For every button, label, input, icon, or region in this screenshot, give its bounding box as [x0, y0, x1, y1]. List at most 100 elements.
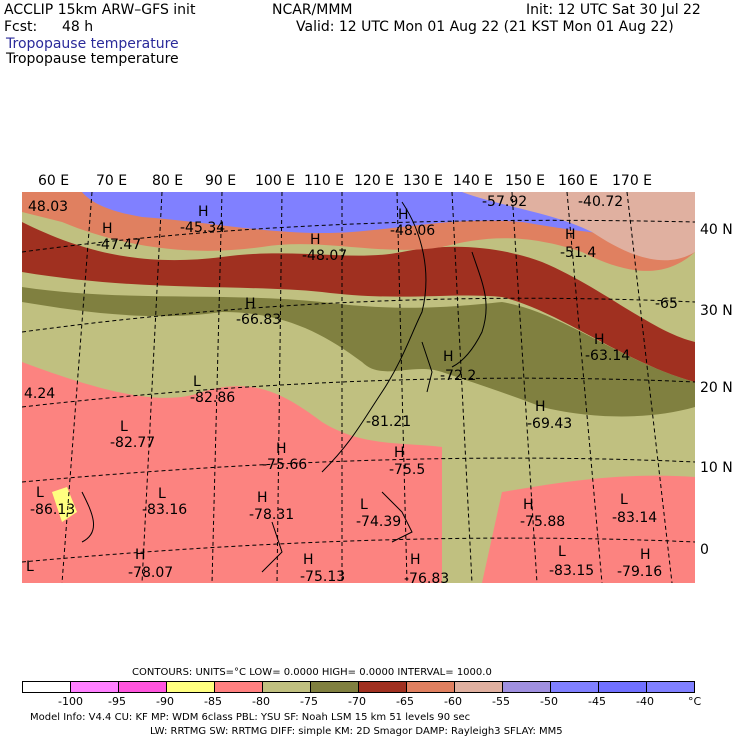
colorbar-tick: -75: [300, 695, 318, 708]
high-value: -48.06: [390, 223, 436, 239]
map-value-label: 48.03: [28, 199, 69, 215]
lon-label: 160 E: [558, 173, 599, 189]
high-value: -75.13: [300, 569, 346, 585]
colorbar-tick: -50: [540, 695, 558, 708]
colorbar-tick: -60: [444, 695, 462, 708]
high-value: -75.66: [262, 457, 308, 473]
light-salmon-band: [462, 192, 695, 261]
high-value: -40.72: [578, 194, 624, 210]
physics-info-line: LW: RRTMG SW: RRTMG DIFF: simple KM: 2D …: [150, 726, 563, 737]
lon-label: 130 E: [403, 173, 444, 189]
high-marker: H: [640, 547, 651, 563]
high-value: -48.07: [302, 248, 348, 264]
color-bar: [22, 681, 695, 693]
high-value: -45.34: [180, 220, 226, 236]
color-swatch: [455, 682, 503, 692]
dark-olive-band: [22, 287, 695, 417]
high-value: -78.07: [128, 565, 174, 581]
contour-field-name: Tropopause temperature: [6, 51, 179, 67]
lon-label: 150 E: [505, 173, 546, 189]
color-swatch: [599, 682, 647, 692]
lon-label: 80 E: [152, 173, 184, 189]
low-value: -82.86: [190, 390, 236, 406]
high-marker: H: [594, 332, 605, 348]
color-swatch: [167, 682, 215, 692]
colored-field-name: Tropopause temperature: [6, 36, 179, 52]
lat-label: 40 N: [700, 222, 733, 238]
model-title: ACCLIP 15km ARW–GFS init: [4, 2, 196, 18]
low-marker: L: [158, 486, 166, 502]
high-marker: H: [135, 547, 146, 563]
low-value: -83.15: [549, 563, 595, 579]
high-marker: H: [523, 497, 534, 513]
high-marker: H: [102, 221, 113, 237]
lon-label: 100 E: [255, 173, 296, 189]
colorbar-tick: -100: [58, 695, 83, 708]
tropopause-temperature-map: [22, 192, 695, 583]
low-marker: L: [193, 374, 201, 390]
high-value: -72.2: [440, 368, 477, 384]
lon-label: 90 E: [205, 173, 237, 189]
map-canvas: [22, 192, 695, 583]
colorbar-tick: -65: [396, 695, 414, 708]
color-swatch: [503, 682, 551, 692]
colorbar-unit: °C: [688, 695, 702, 708]
high-marker: H: [303, 552, 314, 568]
color-swatch: [23, 682, 71, 692]
color-swatch: [311, 682, 359, 692]
lat-label: 0: [700, 542, 709, 558]
low-marker: L: [620, 492, 628, 508]
high-value: -75.88: [520, 514, 566, 530]
color-swatch: [551, 682, 599, 692]
high-value: -69.43: [527, 416, 573, 432]
high-marker: H: [245, 296, 256, 312]
lat-label: 20 N: [700, 380, 733, 396]
lon-label: 140 E: [453, 173, 494, 189]
colorbar-tick: -95: [108, 695, 126, 708]
low-value: -83.16: [142, 502, 188, 518]
pink-region-west: [22, 362, 442, 583]
lat-label: 30 N: [700, 303, 733, 319]
color-swatch: [359, 682, 407, 692]
low-value: -83.14: [612, 510, 658, 526]
low-marker: L: [558, 544, 566, 560]
lon-label: 170 E: [612, 173, 653, 189]
yellow-patch: [52, 487, 77, 522]
high-marker: H: [410, 552, 421, 568]
high-marker: H: [257, 490, 268, 506]
colorbar-tick: -55: [492, 695, 510, 708]
high-marker: H: [198, 204, 209, 220]
map-value-label: 4.24: [24, 386, 56, 402]
color-swatch: [407, 682, 455, 692]
init-time: Init: 12 UTC Sat 30 Jul 22: [526, 2, 701, 18]
color-swatch: [119, 682, 167, 692]
high-value: -47.47: [96, 237, 142, 253]
high-marker: H: [398, 207, 409, 223]
low-marker: L: [36, 485, 44, 501]
high-value: -51.4: [560, 245, 597, 261]
color-swatch: [215, 682, 263, 692]
contour-info: CONTOURS: UNITS=°C LOW= 0.0000 HIGH= 0.0…: [132, 667, 492, 678]
high-marker: H: [535, 399, 546, 415]
low-value: -82.77: [110, 435, 156, 451]
high-value: -79.16: [617, 564, 663, 580]
lon-label: 70 E: [96, 173, 128, 189]
high-value: -63.14: [585, 348, 631, 364]
lat-label: 10 N: [700, 460, 733, 476]
low-value: -86.13: [30, 502, 76, 518]
colorbar-tick: -45: [588, 695, 606, 708]
forecast-label: Fcst:: [4, 19, 38, 35]
high-marker: H: [443, 349, 454, 365]
high-marker: H: [310, 232, 321, 248]
high-value: -66.83: [236, 312, 282, 328]
dark-red-band: [22, 222, 695, 382]
low-value: -74.39: [356, 514, 402, 530]
lon-label: 110 E: [304, 173, 345, 189]
lon-label: 120 E: [354, 173, 395, 189]
low-marker: L: [26, 559, 34, 575]
high-value: -78.31: [249, 507, 295, 523]
forecast-value: 48 h: [62, 19, 94, 35]
center-label: NCAR/MMM: [272, 2, 353, 18]
colorbar-tick: -90: [156, 695, 174, 708]
color-swatch: [263, 682, 311, 692]
